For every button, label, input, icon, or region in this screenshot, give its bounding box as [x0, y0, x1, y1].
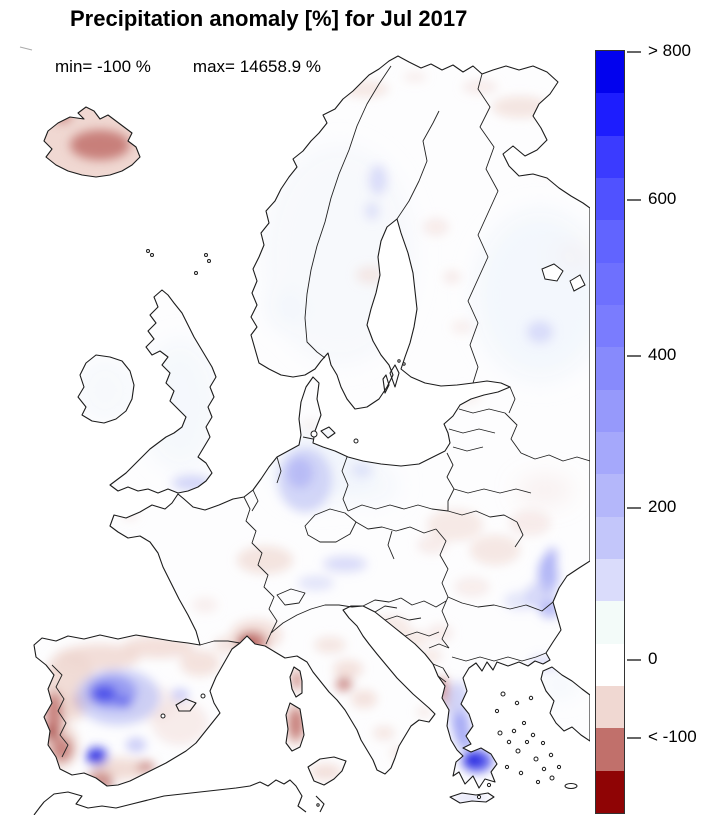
colorbar-segment — [596, 516, 624, 559]
colorbar-tick-mark — [627, 198, 641, 201]
colorbar-tick-mark — [627, 506, 641, 509]
colorbar-segment — [596, 135, 624, 178]
colorbar-tick-label: < -100 — [648, 726, 697, 746]
colorbar-tick-mark — [627, 51, 641, 54]
colorbar-segment — [596, 558, 624, 602]
europe-anomaly-map — [0, 45, 591, 816]
map-svg — [19, 46, 591, 816]
colorbar-segment — [596, 685, 624, 729]
lakes — [541, 263, 586, 292]
min-value-label: min= -100 % — [55, 57, 151, 76]
colorbar-segment — [596, 431, 624, 475]
small-islands — [146, 249, 578, 807]
colorbar-segment — [596, 601, 624, 644]
colorbar-tick-label: 0 — [648, 648, 658, 668]
colorbar-segment — [596, 770, 624, 813]
colorbar-segment — [596, 347, 624, 390]
minmax-subtitle: min= -100 % max= 14658.9 % — [55, 57, 321, 77]
colorbar-tick-label: 400 — [648, 344, 677, 364]
colorbar-segment — [596, 177, 624, 221]
colorbar-segment — [596, 728, 624, 771]
max-value-label: max= 14658.9 % — [192, 57, 321, 76]
colorbar-segment — [596, 93, 624, 136]
colorbar-segment — [596, 474, 624, 517]
country-borders — [51, 65, 591, 758]
page-title: Precipitation anomaly [%] for Jul 2017 — [70, 6, 468, 31]
colorbar-segment — [596, 220, 624, 263]
colorbar-tick-mark — [627, 658, 641, 661]
africa-coastline — [33, 779, 325, 816]
colorbar-segment — [596, 262, 624, 305]
jan-mayen-island — [19, 46, 33, 51]
colorbar-tick-label: > 800 — [648, 41, 692, 61]
colorbar-segment — [596, 643, 624, 686]
colorbar-tick-mark — [627, 736, 641, 739]
colorbar-segment — [596, 304, 624, 348]
colorbar-tick-mark — [627, 354, 641, 357]
colorbar-segment — [596, 389, 624, 432]
colorbar: > 800 600 400 200 0 < -100 — [595, 41, 697, 814]
colorbar-tick-label: 600 — [648, 188, 677, 208]
colorbar-tick-label: 200 — [648, 496, 677, 516]
colorbar-segments — [595, 50, 625, 814]
colorbar-segment — [596, 51, 624, 94]
